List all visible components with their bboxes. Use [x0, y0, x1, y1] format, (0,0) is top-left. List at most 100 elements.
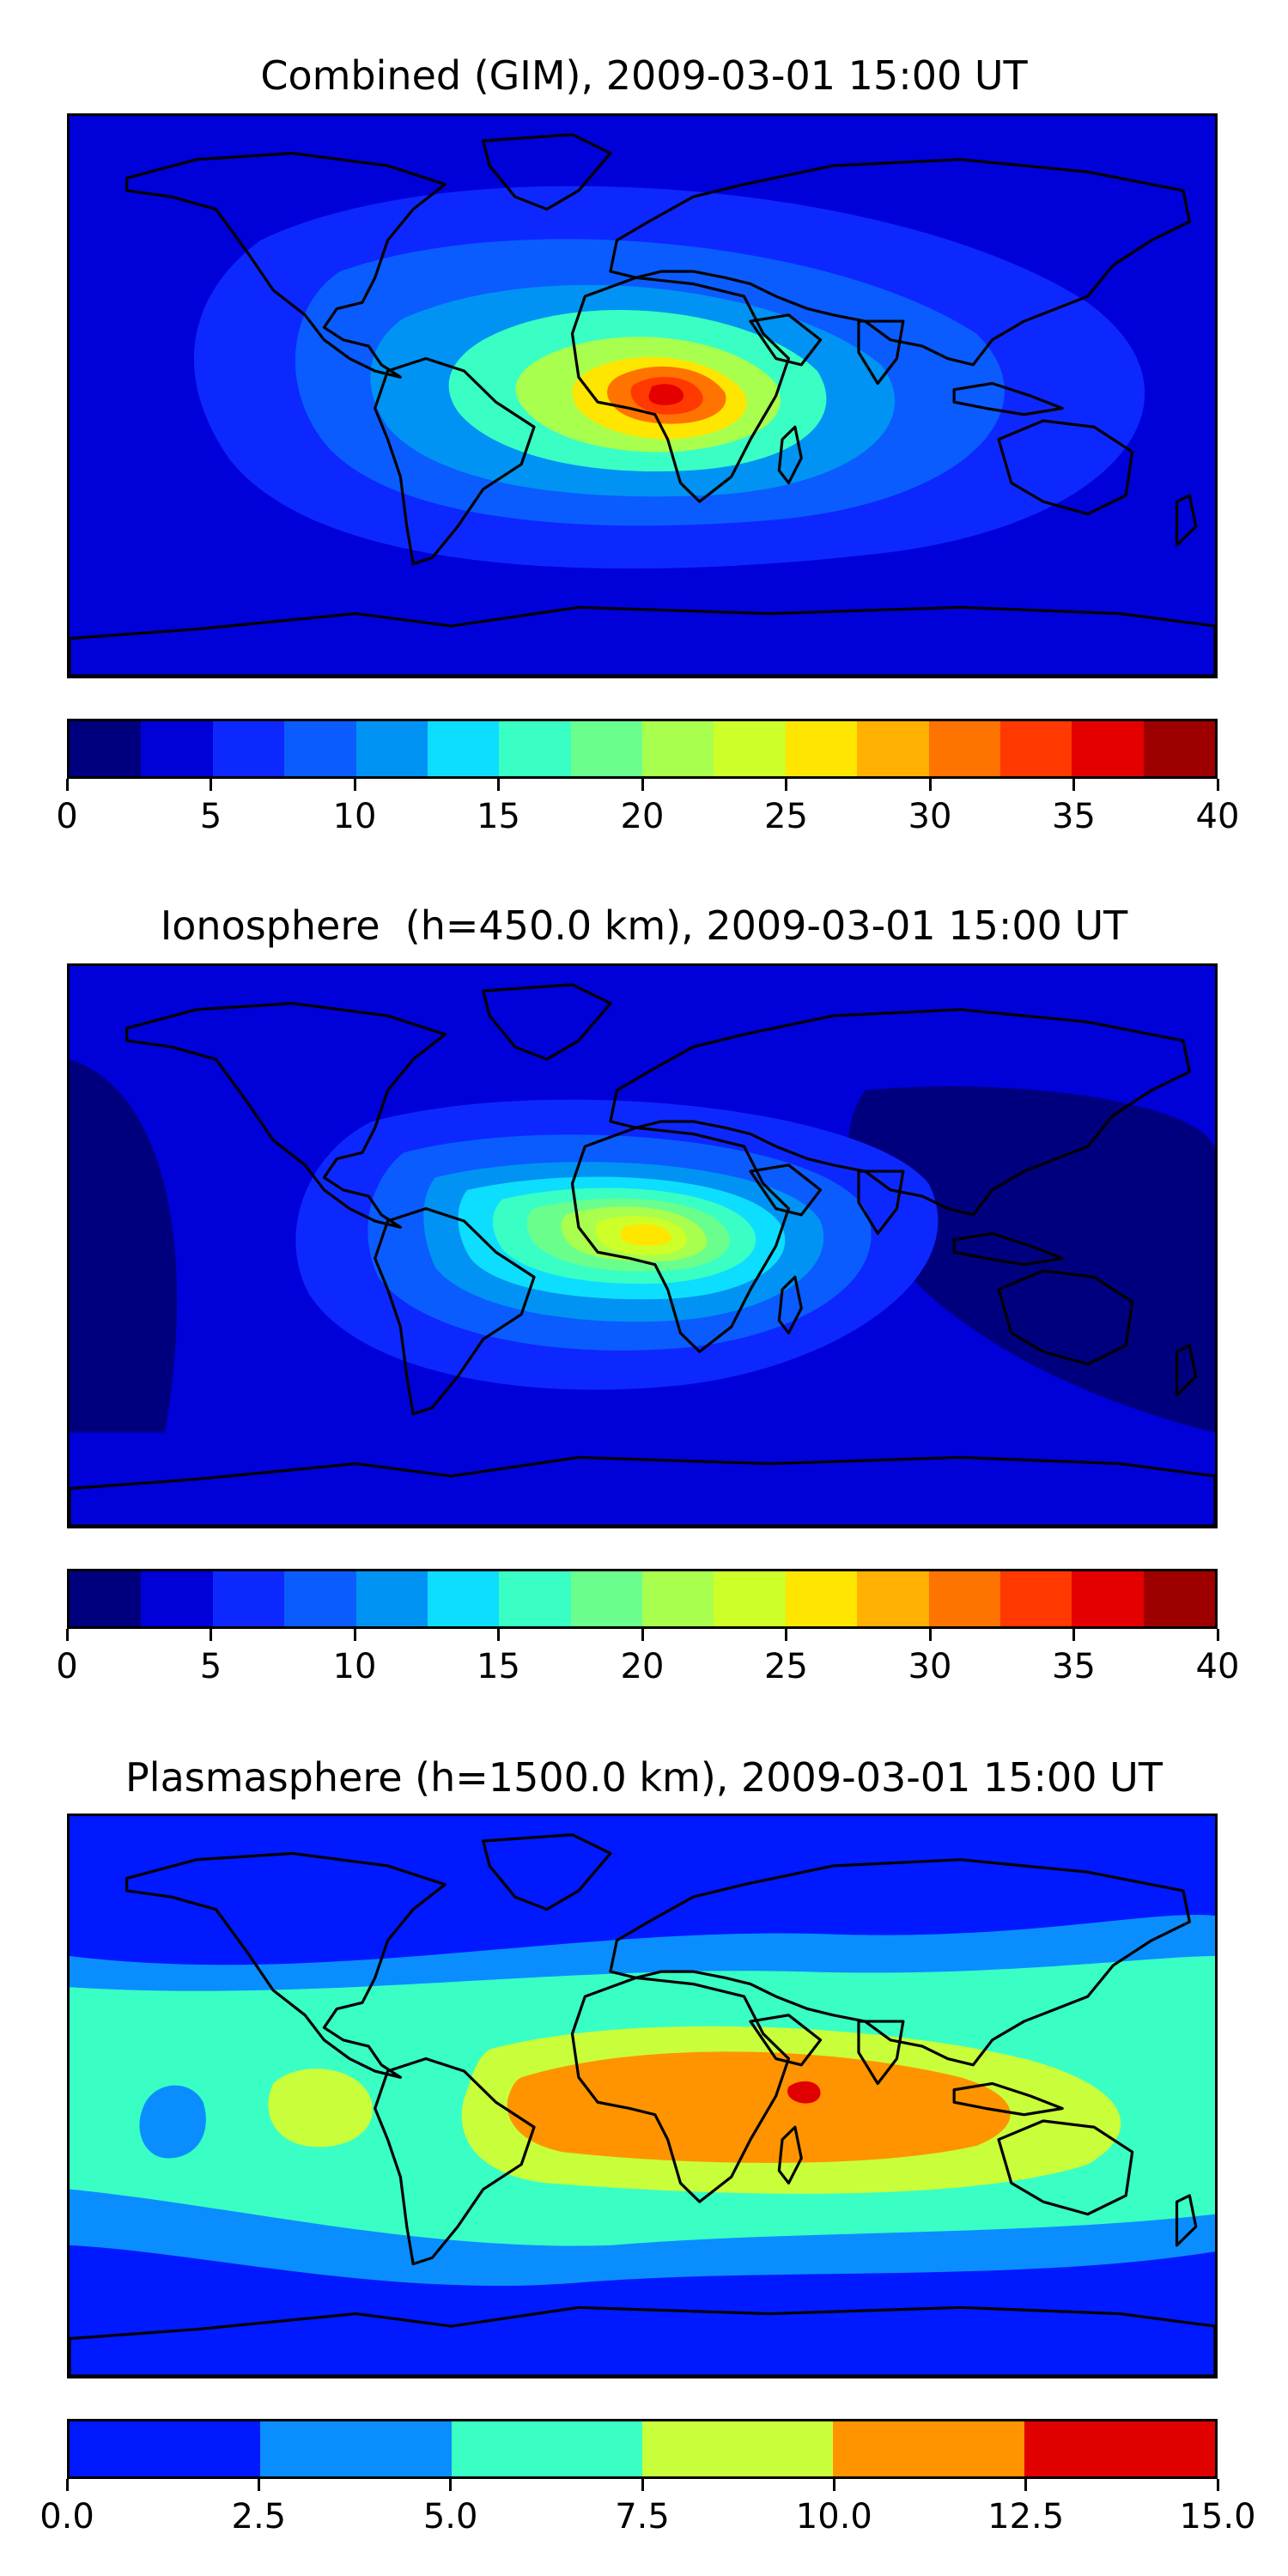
- ionosphere-tec-contour-1: [70, 1059, 178, 1433]
- map-plasmasphere: [67, 1814, 1218, 2379]
- plasmasphere-tick-mark: [1216, 2479, 1219, 2491]
- combined-coastline-0: [127, 153, 446, 377]
- combined-colorbar-segment: [355, 721, 428, 776]
- colorbar-ticks-ionosphere: 0 5 10 15 20 25 30 35 40: [56, 1629, 1239, 1689]
- plasmasphere-tec-contour-3: [139, 2085, 206, 2159]
- combined-tick-mark: [497, 779, 500, 791]
- combined-colorbar-segment: [642, 721, 714, 776]
- tec-field-ionosphere: [70, 966, 1215, 1526]
- ionosphere-coastline-5: [779, 1277, 801, 1333]
- ionosphere-tick-mark: [928, 1629, 932, 1641]
- plasmasphere-tick-label: 10.0: [795, 2497, 872, 2537]
- combined-colorbar-segment: [785, 721, 858, 776]
- ionosphere-coastline-10: [1177, 1346, 1196, 1395]
- combined-colorbar-segment: [212, 721, 285, 776]
- ionosphere-colorbar-segment: [427, 1571, 500, 1626]
- plasmasphere-tick-label: 0.0: [39, 2497, 94, 2537]
- plasmasphere-tick-label: 12.5: [987, 2497, 1065, 2537]
- combined-tick-mark: [353, 779, 356, 791]
- combined-colorbar-segment: [141, 721, 213, 776]
- combined-tick-mark: [641, 779, 644, 791]
- plasmasphere-coastline-3: [611, 1860, 1189, 2065]
- combined-tick-label: 40: [1195, 797, 1240, 836]
- map-svg-combined: [70, 116, 1215, 676]
- map-svg-ionosphere: [70, 966, 1215, 1526]
- plasmasphere-tick-mark: [1024, 2479, 1028, 2491]
- plasmasphere-tick-label: 2.5: [231, 2497, 287, 2537]
- ionosphere-coastline-3: [611, 1010, 1189, 1215]
- combined-tick-label: 10: [332, 797, 377, 836]
- combined-colorbar-segment: [714, 721, 786, 776]
- ionosphere-tick-label: 5: [199, 1647, 222, 1686]
- tec-field-plasmasphere: [70, 1816, 1215, 2376]
- ionosphere-colorbar-segment: [714, 1571, 786, 1626]
- combined-tick-mark: [210, 779, 212, 791]
- combined-coastline-10: [1177, 495, 1196, 545]
- colorbar-combined: [67, 719, 1218, 779]
- ionosphere-tick-label: 20: [620, 1647, 665, 1686]
- ionosphere-colorbar-segment: [857, 1571, 929, 1626]
- plasmasphere-coastline-9: [999, 2121, 1133, 2215]
- combined-tick-label: 25: [764, 797, 808, 836]
- ionosphere-tick-label: 40: [1195, 1647, 1240, 1686]
- ionosphere-tick-mark: [353, 1629, 356, 1641]
- ionosphere-tick-mark: [210, 1629, 212, 1641]
- plasmasphere-tick-mark: [641, 2479, 644, 2491]
- combined-colorbar-segment: [284, 721, 356, 776]
- plasmasphere-colorbar-segment: [260, 2421, 452, 2476]
- combined-tick-label: 35: [1052, 797, 1096, 836]
- plasmasphere-tick-label: 7.5: [615, 2497, 670, 2537]
- combined-colorbar-segment: [1072, 721, 1144, 776]
- plasmasphere-coastline-7: [859, 2021, 903, 2083]
- ionosphere-colorbar-segment: [212, 1571, 285, 1626]
- plasmasphere-coastline-10: [1177, 2196, 1196, 2245]
- ionosphere-colorbar-segment: [785, 1571, 858, 1626]
- combined-tick-label: 20: [620, 797, 665, 836]
- ionosphere-tick-label: 15: [477, 1647, 520, 1686]
- ionosphere-colorbar-segment: [642, 1571, 714, 1626]
- ionosphere-colorbar-segment: [499, 1571, 571, 1626]
- panel-title-combined: Combined (GIM), 2009-03-01 15:00 UT: [260, 52, 1028, 99]
- ionosphere-coastline-0: [127, 1003, 446, 1227]
- map-combined: [67, 113, 1218, 678]
- plasmasphere-coastline-4: [572, 1978, 788, 2202]
- combined-coastline-4: [572, 277, 788, 501]
- ionosphere-colorbar-segment: [70, 1571, 142, 1626]
- combined-tec-contour-9: [648, 384, 684, 405]
- combined-coastline-2: [375, 359, 534, 564]
- combined-coastline-3: [611, 160, 1189, 365]
- map-ionosphere: [67, 963, 1218, 1528]
- ionosphere-coastline-9: [999, 1271, 1133, 1364]
- ionosphere-coastline-4: [572, 1127, 788, 1352]
- plasmasphere-coastline-2: [375, 2059, 534, 2264]
- ionosphere-tick-mark: [641, 1629, 644, 1641]
- plasmasphere-tick-mark: [257, 2479, 260, 2491]
- plasmasphere-tick-mark: [449, 2479, 453, 2491]
- ionosphere-colorbar-segment: [570, 1571, 642, 1626]
- plasmasphere-colorbar-segment: [641, 2421, 834, 2476]
- ionosphere-coastline-6: [750, 1165, 821, 1215]
- panel-title-ionosphere: Ionosphere (h=450.0 km), 2009-03-01 15:0…: [160, 902, 1128, 949]
- ionosphere-colorbar-segment: [355, 1571, 428, 1626]
- combined-tick-label: 15: [477, 797, 520, 836]
- ionosphere-colorbar-segment: [1072, 1571, 1144, 1626]
- combined-tick-label: 5: [199, 797, 222, 836]
- combined-tick-mark: [1072, 779, 1075, 791]
- plasmasphere-coastline-6: [750, 2015, 821, 2065]
- combined-colorbar-segment: [999, 721, 1072, 776]
- combined-coastline-8: [954, 384, 1062, 415]
- ionosphere-colorbar-segment: [928, 1571, 1000, 1626]
- ionosphere-colorbar-segment: [1143, 1571, 1215, 1626]
- ionosphere-colorbar-segment: [284, 1571, 356, 1626]
- ionosphere-tick-mark: [497, 1629, 500, 1641]
- plasmasphere-coastline-0: [127, 1853, 446, 2077]
- ionosphere-tick-mark: [1216, 1629, 1219, 1641]
- ionosphere-tick-label: 0: [56, 1647, 78, 1686]
- plasmasphere-coastline-5: [779, 2127, 801, 2183]
- combined-coastline-1: [483, 135, 611, 210]
- combined-colorbar-segment: [70, 721, 142, 776]
- ionosphere-colorbar-segment: [141, 1571, 213, 1626]
- panel-title-plasmasphere: Plasmasphere (h=1500.0 km), 2009-03-01 1…: [125, 1754, 1163, 1801]
- ionosphere-coastline-1: [483, 985, 611, 1060]
- map-svg-plasmasphere: [70, 1816, 1215, 2376]
